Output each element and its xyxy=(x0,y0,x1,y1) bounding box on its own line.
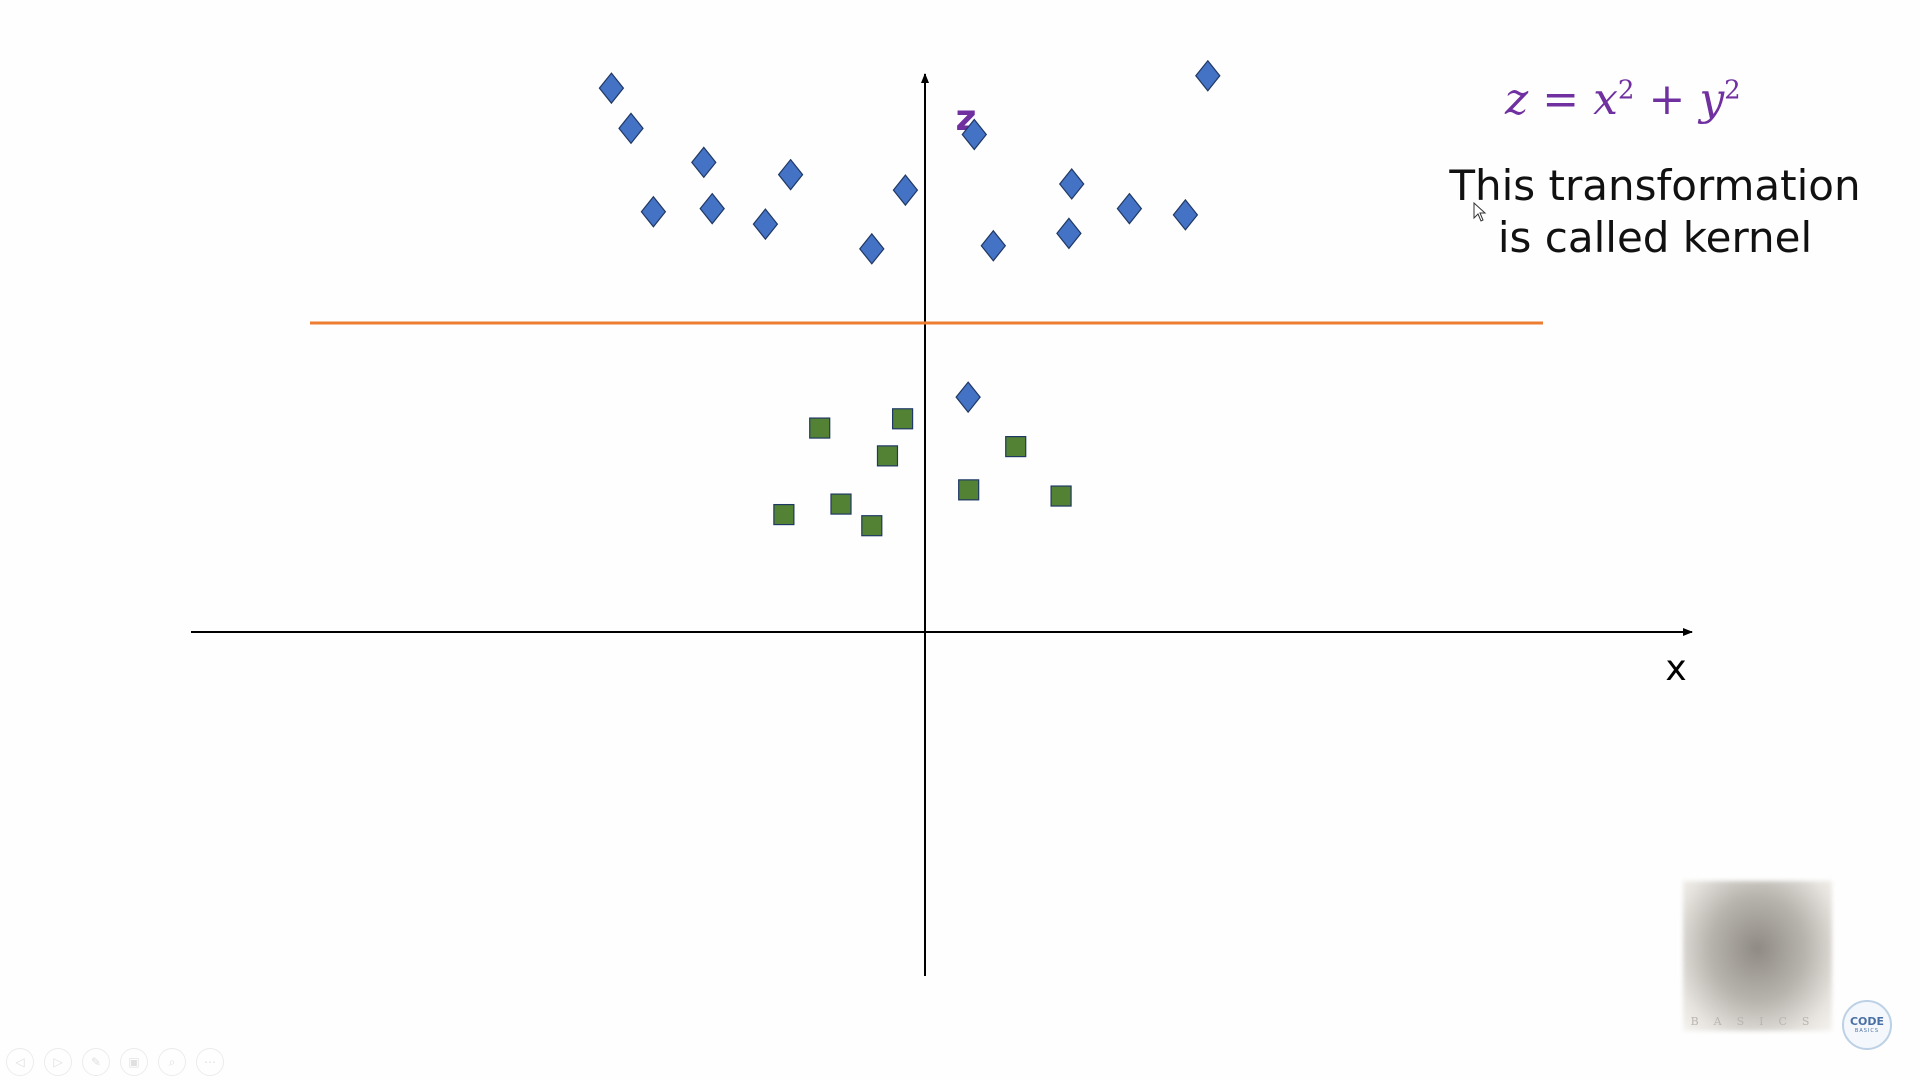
diamond-point xyxy=(640,195,667,228)
codebasics-logo: CODE BASICS xyxy=(1842,1000,1892,1050)
diamond-point xyxy=(618,112,644,145)
square-point xyxy=(773,503,795,526)
zoom-button[interactable]: ⌕ xyxy=(158,1048,186,1076)
diamond-point xyxy=(961,118,988,151)
square-point xyxy=(876,445,899,467)
diamond-point xyxy=(892,174,919,207)
slides-icon: ▣ xyxy=(128,1055,140,1069)
diamond-point xyxy=(980,229,1007,262)
pen-icon: ✎ xyxy=(90,1055,102,1069)
x-axis-label: x xyxy=(1665,648,1686,689)
prev-icon: ◁ xyxy=(15,1055,25,1069)
diamond-point xyxy=(691,146,717,179)
square-point xyxy=(1050,485,1072,507)
diamond-point xyxy=(699,192,725,225)
diamond-point xyxy=(859,232,885,265)
diamond-point xyxy=(752,208,779,241)
webcam-caption: BASICS xyxy=(1690,1015,1825,1028)
diamond-point xyxy=(598,72,625,105)
square-point xyxy=(1005,436,1027,458)
pen-button[interactable]: ✎ xyxy=(82,1048,110,1076)
data-points xyxy=(598,59,1221,537)
diamond-point xyxy=(1116,192,1143,225)
square-point xyxy=(830,493,852,515)
more-button[interactable]: ⋯ xyxy=(196,1048,224,1076)
mouse-cursor-icon xyxy=(1473,202,1487,222)
diamond-point xyxy=(1056,217,1082,250)
next-icon: ▷ xyxy=(53,1055,63,1069)
webcam-overlay xyxy=(1683,881,1832,1031)
square-point xyxy=(891,408,914,430)
square-point xyxy=(861,515,883,537)
kernel-caption: This transformation is called kernel xyxy=(1449,161,1861,262)
diamond-point xyxy=(1172,198,1199,231)
diamond-point xyxy=(1195,59,1221,92)
diamond-point xyxy=(955,381,981,414)
presentation-toolbar: ◁ ▷ ✎ ▣ ⌕ ⋯ xyxy=(6,1048,224,1076)
slides-button[interactable]: ▣ xyxy=(120,1048,148,1076)
diamond-point xyxy=(777,158,804,191)
more-icon: ⋯ xyxy=(204,1055,216,1069)
square-point xyxy=(809,417,831,439)
kernel-formula: z = x2 + y2 xyxy=(1505,74,1741,125)
prev-slide-button[interactable]: ◁ xyxy=(6,1048,34,1076)
diamond-point xyxy=(1058,167,1085,200)
square-point xyxy=(958,479,980,501)
zoom-icon: ⌕ xyxy=(168,1054,176,1069)
next-slide-button[interactable]: ▷ xyxy=(44,1048,72,1076)
